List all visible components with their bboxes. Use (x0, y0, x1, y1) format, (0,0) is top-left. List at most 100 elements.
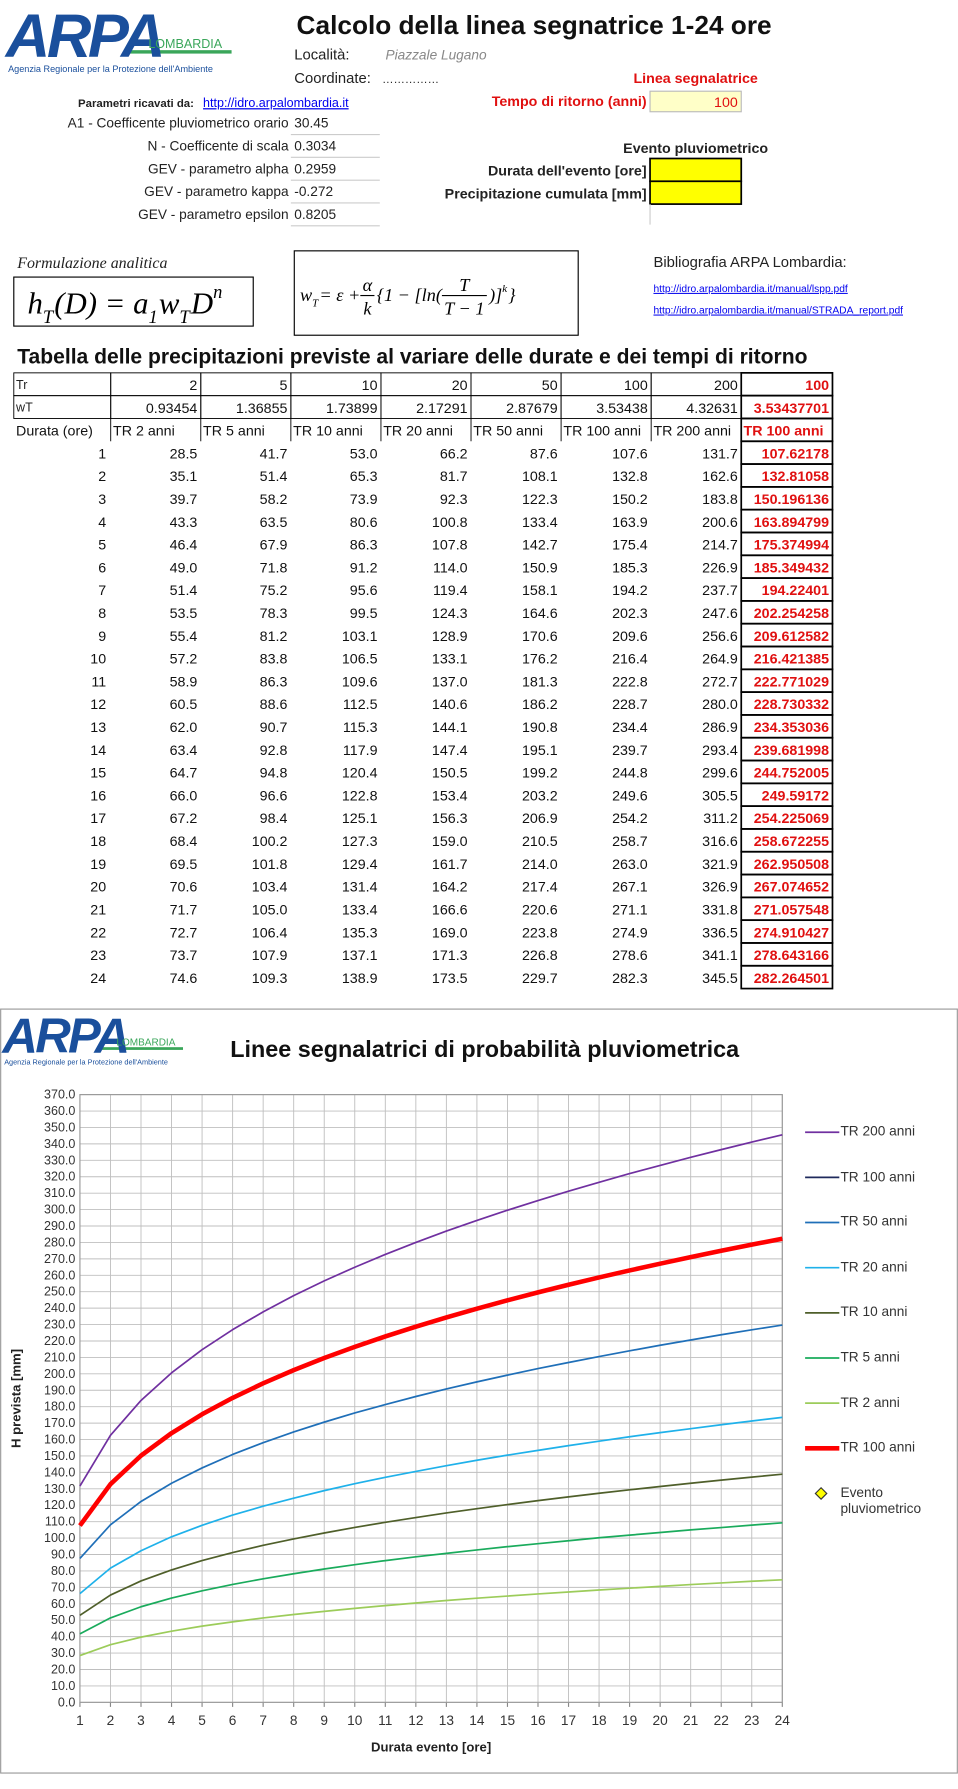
table-cell (200, 372, 292, 397)
table-value: 267.074652 (754, 880, 829, 896)
table-value: 244.8 (612, 766, 648, 782)
formula-text: w (159, 287, 180, 321)
table-value: 137.0 (432, 674, 468, 690)
formula-num: α (363, 275, 373, 295)
row-label: Tr (16, 378, 27, 392)
y-tick-label: 340.0 (44, 1137, 75, 1151)
table-value: 210.5 (522, 834, 558, 850)
table-value: 140.6 (432, 697, 468, 713)
y-tick-label: 220.0 (44, 1334, 75, 1348)
table-cell (740, 964, 834, 990)
table-value: 181.3 (522, 674, 558, 690)
table-value: 39.7 (170, 492, 198, 508)
formula-sup: n (213, 282, 222, 302)
table-value: 99.5 (350, 606, 378, 622)
y-tick-label: 270.0 (44, 1252, 75, 1266)
coords-label: Coordinate: (294, 71, 371, 87)
table-value: 87.6 (530, 446, 558, 462)
event-duration-cell (649, 157, 743, 183)
table-value: 144.1 (432, 720, 468, 736)
table-value: 150.2 (612, 492, 648, 508)
table-value: 125.1 (342, 811, 378, 827)
x-tick-label: 10 (347, 1713, 363, 1728)
x-tick-label: 7 (259, 1713, 267, 1728)
locality: Piazzale Lugano (386, 47, 487, 62)
duration: 8 (98, 606, 106, 622)
table-value: 132.81058 (762, 469, 829, 485)
legend-label: TR 10 anni (840, 1303, 908, 1320)
y-tick-label: 120.0 (44, 1498, 75, 1512)
y-tick-label: 260.0 (44, 1268, 75, 1282)
formula-text: = ε + (319, 285, 360, 305)
return-cell (649, 90, 742, 113)
series-line (78, 1236, 783, 1527)
column-header: Durata (ore) (16, 424, 93, 440)
table-value: 186.2 (522, 697, 558, 713)
table-value: 195.1 (522, 743, 558, 759)
y-tick-label: 30.0 (51, 1646, 75, 1660)
table-value: 217.4 (522, 880, 558, 896)
y-tick-label: 10.0 (51, 1679, 75, 1693)
y-tick-label: 60.0 (51, 1597, 75, 1611)
table-value: 90.7 (260, 720, 288, 736)
table-value: 28.5 (170, 446, 198, 462)
x-tick-label: 13 (439, 1713, 454, 1728)
x-tick-label: 3 (137, 1713, 145, 1728)
table-value: 53.0 (350, 446, 378, 462)
column-header: TR 2 anni (113, 424, 175, 440)
duration: 1 (98, 446, 106, 462)
y-tick-label: 110.0 (45, 1515, 75, 1529)
chart-frame (0, 1008, 958, 1774)
table-value: 92.8 (260, 743, 288, 759)
y-tick-label: 40.0 (51, 1630, 75, 1644)
table-value: 162.6 (702, 469, 738, 485)
source-link[interactable]: http://idro.arpalombardia.it (203, 96, 349, 110)
param-label: GEV - parametro kappa (144, 184, 289, 199)
table-cell (13, 372, 112, 397)
table-value: 299.6 (702, 766, 738, 782)
table-value: 41.7 (260, 446, 288, 462)
y-tick-label: 240.0 (44, 1301, 75, 1315)
table-value: 57.2 (170, 652, 198, 668)
column-header: TR 5 anni (203, 424, 265, 440)
table-value: 153.4 (432, 788, 468, 804)
table-value: 305.5 (702, 788, 738, 804)
table-value: 331.8 (702, 902, 738, 918)
table-value: 67.2 (170, 811, 198, 827)
table-value: 43.3 (170, 515, 198, 531)
table-value: 161.7 (432, 857, 468, 873)
table-value: 202.254258 (754, 606, 829, 622)
table-value: 202.3 (612, 606, 648, 622)
table-value: 200.6 (702, 515, 738, 531)
param-value: -0.272 (294, 184, 333, 199)
y-tick-label: 160.0 (44, 1433, 75, 1447)
table-value: 101.8 (252, 857, 288, 873)
table-value: 108.1 (522, 469, 558, 485)
table-value: 282.3 (612, 971, 648, 987)
table-value: 159.0 (432, 834, 468, 850)
bibliography-link[interactable]: http://idro.arpalombardia.it/manual/STRA… (653, 306, 903, 317)
y-tick-label: 290.0 (44, 1219, 75, 1233)
x-tick-label: 5 (198, 1713, 206, 1728)
logo-text: ARPA (0, 1009, 127, 1064)
column-header: TR 100 anni (563, 424, 641, 440)
bibliography-link[interactable]: http://idro.arpalombardia.it/manual/lspp… (653, 284, 847, 295)
legend-label: Evento pluviometrico (840, 1484, 922, 1517)
table-value: 73.9 (350, 492, 378, 508)
table-value: 35.1 (170, 469, 198, 485)
table-value: 50 (542, 378, 558, 394)
y-tick-label: 130.0 (44, 1482, 75, 1496)
legend-entry: TR 100 anni (840, 1439, 915, 1455)
table-value: 3.53438 (596, 401, 648, 417)
table-value: 278.6 (612, 948, 648, 964)
x-tick-label: 23 (744, 1713, 759, 1728)
table-value: 1.73899 (326, 401, 378, 417)
x-tick-label: 16 (530, 1713, 545, 1728)
duration: 17 (90, 811, 106, 827)
table-value: 55.4 (170, 629, 198, 645)
legend-label: TR 200 anni (840, 1123, 915, 1140)
table-value: 220.6 (522, 902, 558, 918)
table-value: 228.730332 (754, 697, 829, 713)
table-value: 109.6 (342, 674, 378, 690)
formula-sup: k (502, 283, 508, 295)
